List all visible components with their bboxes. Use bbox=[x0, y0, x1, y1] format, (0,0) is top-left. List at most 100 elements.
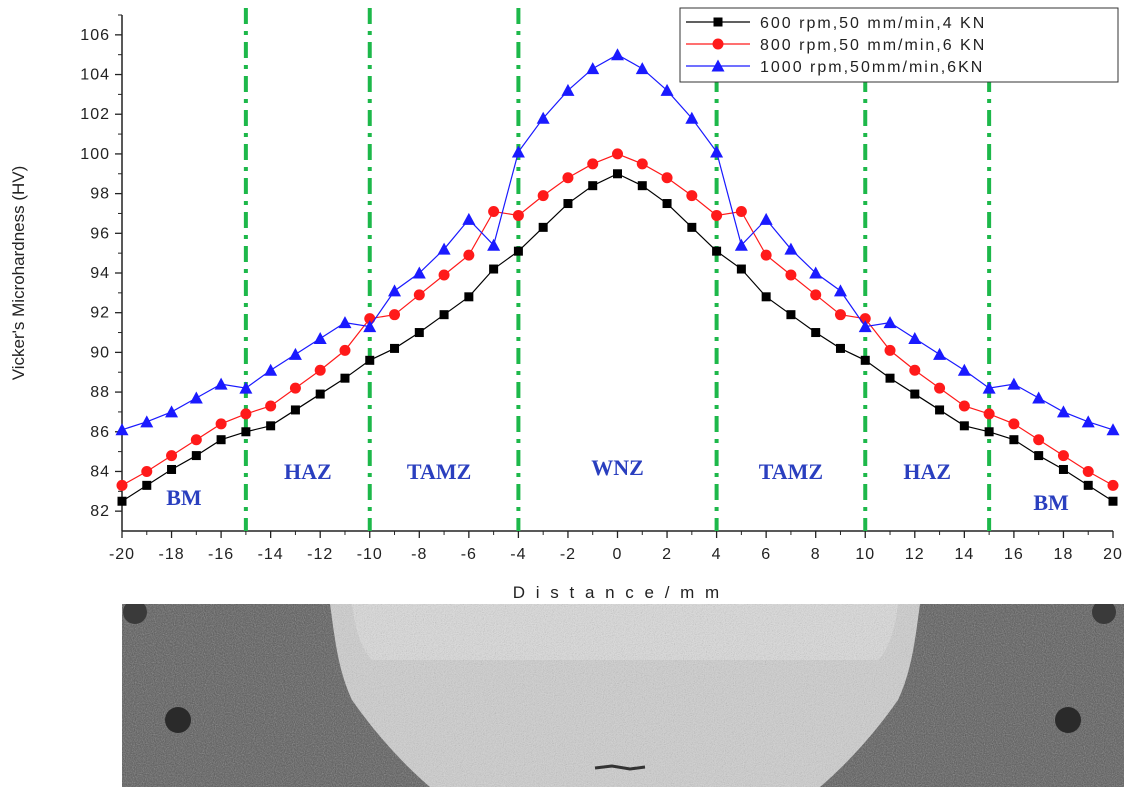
y-tick-label: 88 bbox=[90, 384, 110, 401]
data-point bbox=[735, 205, 747, 217]
data-point bbox=[809, 266, 823, 279]
data-point bbox=[414, 328, 424, 338]
legend-marker bbox=[711, 59, 725, 72]
data-point bbox=[390, 343, 400, 353]
data-point bbox=[784, 242, 798, 255]
data-point bbox=[834, 309, 846, 321]
x-axis-title: D i s t a n c e / m m bbox=[513, 583, 722, 602]
series-layer bbox=[115, 48, 1120, 506]
zone-label: BM bbox=[166, 485, 202, 510]
data-point bbox=[289, 382, 301, 394]
data-point bbox=[413, 289, 425, 301]
data-point bbox=[1009, 435, 1019, 445]
data-point bbox=[190, 434, 202, 446]
data-point bbox=[1083, 480, 1093, 490]
data-point bbox=[587, 158, 599, 170]
legend-marker bbox=[713, 17, 723, 27]
data-point bbox=[488, 205, 500, 217]
data-point bbox=[166, 450, 178, 462]
data-point bbox=[1008, 418, 1020, 430]
data-point bbox=[810, 289, 822, 301]
data-point bbox=[1081, 415, 1095, 428]
x-tick-label: 2 bbox=[662, 546, 672, 563]
data-point bbox=[165, 405, 179, 418]
data-point bbox=[265, 400, 277, 412]
data-point bbox=[910, 389, 920, 399]
data-point bbox=[711, 209, 723, 221]
x-tick-label: 6 bbox=[761, 546, 771, 563]
data-point bbox=[191, 451, 201, 461]
data-point bbox=[1107, 479, 1119, 491]
data-point bbox=[536, 111, 550, 124]
x-tick-label: 12 bbox=[905, 546, 925, 563]
data-point bbox=[588, 181, 598, 191]
data-point bbox=[215, 418, 227, 430]
data-point bbox=[959, 421, 969, 431]
data-point bbox=[189, 391, 203, 404]
data-point bbox=[859, 313, 871, 325]
data-point bbox=[685, 111, 699, 124]
data-point bbox=[140, 415, 154, 428]
data-point bbox=[637, 181, 647, 191]
data-point bbox=[935, 405, 945, 415]
data-point bbox=[439, 310, 449, 320]
data-point bbox=[563, 199, 573, 209]
data-point bbox=[761, 292, 771, 302]
data-point bbox=[240, 408, 252, 420]
x-tick-label: 4 bbox=[712, 546, 722, 563]
data-point bbox=[363, 320, 377, 333]
y-axis-title: Vicker's Microhardness (HV) bbox=[9, 166, 28, 381]
data-point bbox=[264, 363, 278, 376]
data-point bbox=[1007, 377, 1021, 390]
data-point bbox=[214, 377, 228, 390]
legend: 600 rpm,50 mm/min,4 KN 800 rpm,50 mm/min,… bbox=[679, 7, 1119, 83]
data-point bbox=[487, 238, 501, 251]
data-point bbox=[239, 381, 253, 394]
data-point bbox=[883, 316, 897, 329]
data-point bbox=[786, 310, 796, 320]
x-tick-label: -8 bbox=[411, 546, 427, 563]
data-point bbox=[984, 427, 994, 437]
data-point bbox=[636, 158, 648, 170]
data-point bbox=[464, 292, 474, 302]
data-point bbox=[909, 364, 921, 376]
series-1 bbox=[117, 169, 1118, 506]
data-point bbox=[958, 400, 970, 412]
data-point bbox=[833, 284, 847, 297]
data-point bbox=[983, 408, 995, 420]
y-tick-label: 98 bbox=[90, 186, 110, 203]
y-tick-label: 86 bbox=[90, 424, 110, 441]
x-tick-label: -2 bbox=[560, 546, 576, 563]
data-point bbox=[389, 309, 401, 321]
data-point bbox=[315, 389, 325, 399]
data-point bbox=[785, 269, 797, 281]
data-point bbox=[736, 264, 746, 274]
y-tick-label: 90 bbox=[90, 344, 110, 361]
zone-label: BM bbox=[1033, 490, 1069, 515]
x-tick-label: 8 bbox=[811, 546, 821, 563]
x-tick-label: 16 bbox=[1004, 546, 1024, 563]
legend-item: 800 rpm,50 mm/min,6 KN bbox=[686, 37, 984, 54]
x-tick-label: -18 bbox=[158, 546, 184, 563]
data-point bbox=[216, 435, 226, 445]
data-point bbox=[142, 480, 152, 490]
data-point bbox=[1033, 434, 1045, 446]
data-point bbox=[759, 212, 773, 225]
zone-label: HAZ bbox=[903, 459, 951, 484]
data-point bbox=[1034, 451, 1044, 461]
y-tick-label: 96 bbox=[90, 225, 110, 242]
data-point bbox=[811, 328, 821, 338]
data-point bbox=[908, 331, 922, 344]
data-point bbox=[661, 172, 673, 184]
data-point bbox=[835, 343, 845, 353]
data-point bbox=[885, 373, 895, 383]
data-point bbox=[463, 249, 475, 261]
data-point bbox=[288, 347, 302, 360]
data-point bbox=[561, 83, 575, 96]
data-point bbox=[412, 266, 426, 279]
zone-label: HAZ bbox=[284, 459, 332, 484]
data-point bbox=[462, 212, 476, 225]
data-point bbox=[511, 145, 525, 158]
x-tick-label: -6 bbox=[461, 546, 477, 563]
data-point bbox=[116, 479, 128, 491]
